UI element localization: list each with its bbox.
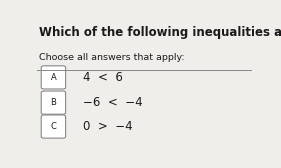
Text: A: A	[51, 73, 56, 82]
Text: B: B	[51, 98, 56, 107]
Text: Which of the following inequalities are correct?: Which of the following inequalities are …	[39, 26, 281, 39]
Text: 0  >  −4: 0 > −4	[83, 120, 133, 133]
Text: C: C	[51, 122, 56, 131]
Text: Choose all answers that apply:: Choose all answers that apply:	[39, 52, 185, 61]
Text: −6  <  −4: −6 < −4	[83, 96, 143, 109]
FancyBboxPatch shape	[41, 115, 65, 138]
FancyBboxPatch shape	[41, 91, 65, 114]
FancyBboxPatch shape	[41, 66, 65, 89]
Text: 4  <  6: 4 < 6	[83, 71, 123, 84]
